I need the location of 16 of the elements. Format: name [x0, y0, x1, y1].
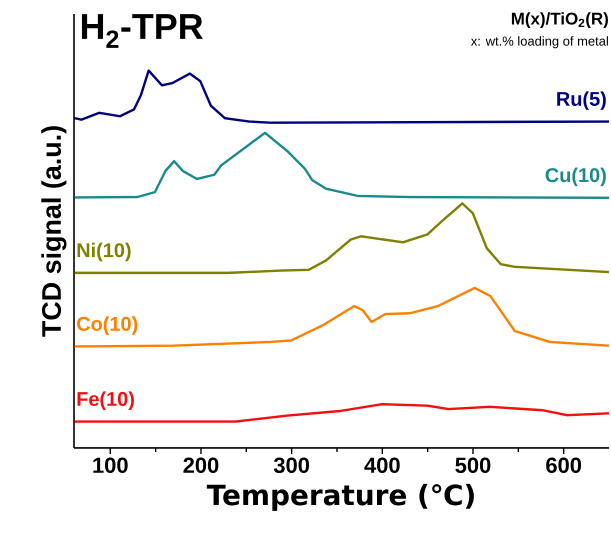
text: M(x)/TiO$_{2}$(R) [512, 12, 608, 28]
text: x: wt.% loading of metal [470, 36, 608, 48]
series-label: Ni(10) [78, 242, 131, 262]
x-axis-title: Temperature (℃) [206, 484, 474, 511]
chart-title: H$_{2}$-TPR [82, 14, 203, 48]
series-label: Ru(5) [557, 91, 606, 110]
series-label: Cu(10) [546, 168, 606, 186]
x-tick-label: 600 [546, 457, 582, 474]
series-label: Fe(10) [78, 391, 134, 410]
x-tick-label: 500 [455, 457, 490, 474]
x-tick-label: 300 [274, 457, 310, 474]
series-label: Co(10) [77, 316, 138, 335]
y-axis-title: TCD signal (a.u.) [41, 126, 66, 337]
x-tick-label: 200 [183, 457, 218, 474]
x-tick-label: 400 [364, 457, 400, 474]
x-tick-label: 100 [93, 457, 128, 474]
